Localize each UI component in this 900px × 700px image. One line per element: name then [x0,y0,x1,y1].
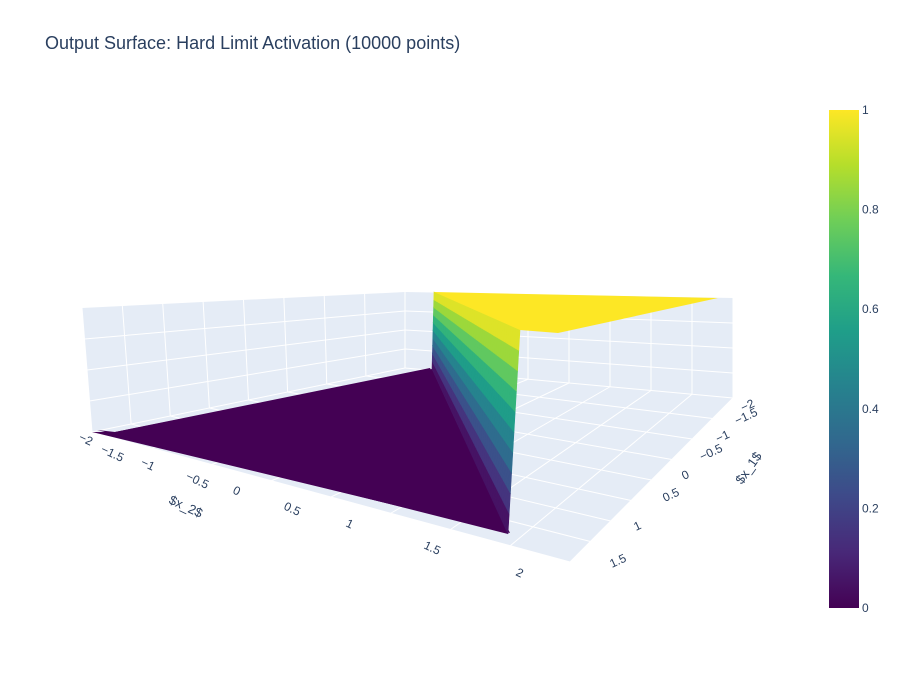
x1-tick-label: 0 [679,467,691,483]
x2-tick-label: −0.5 [184,469,212,492]
colorbar-tick-label: 0 [862,601,869,615]
grid-line [89,348,406,402]
x1-tick-label: −1 [713,427,732,446]
grid-line [509,393,693,547]
x2-tick-label: −1 [139,455,158,474]
x2-axis-title: $x_2$ [167,492,206,521]
x2-tick-label: −1.5 [99,442,127,465]
colorbar-tick-label: 0.6 [862,302,879,316]
x1-tick-label: 0.5 [660,485,681,505]
colorbar-tick-label: 0.4 [862,402,879,416]
chart-title: Output Surface: Hard Limit Activation (1… [45,33,461,53]
colorbar-ticks: 0 0.2 0.4 0.6 0.8 1 [862,103,879,615]
x1-axis-title: $x_1$ [732,448,765,486]
x1-tick-label: 1 [631,518,643,534]
x1-tick-label: 1.5 [607,551,628,571]
back-wall-left [82,292,405,432]
surface-high-plane [434,292,718,333]
colorbar: 0 0.2 0.4 0.6 0.8 1 [829,103,879,615]
x2-tick-label: 2 [514,565,526,581]
grid-line [569,397,734,563]
x2-tick-label: 0.5 [282,499,303,519]
x2-tick-label: 1.5 [422,538,443,558]
surface-mesh [92,291,718,535]
x2-tick-label: 0 [231,483,243,499]
colorbar-tick-label: 0.8 [862,203,879,217]
x1-axis-ticks: −2−1.5−1−0.500.511.5 [607,396,760,571]
grid-line [84,310,406,340]
x2-tick-label: −2 [77,430,96,449]
colorbar-bar [829,110,859,608]
colorbar-tick-label: 1 [862,103,869,117]
x1-tick-label: −2 [738,396,757,415]
x2-tick-label: 1 [344,516,356,532]
grid-line [86,329,406,371]
surface-step-wall [431,291,521,535]
colorbar-tick-label: 0.2 [862,501,879,515]
surface-low-plane-main [97,369,508,534]
